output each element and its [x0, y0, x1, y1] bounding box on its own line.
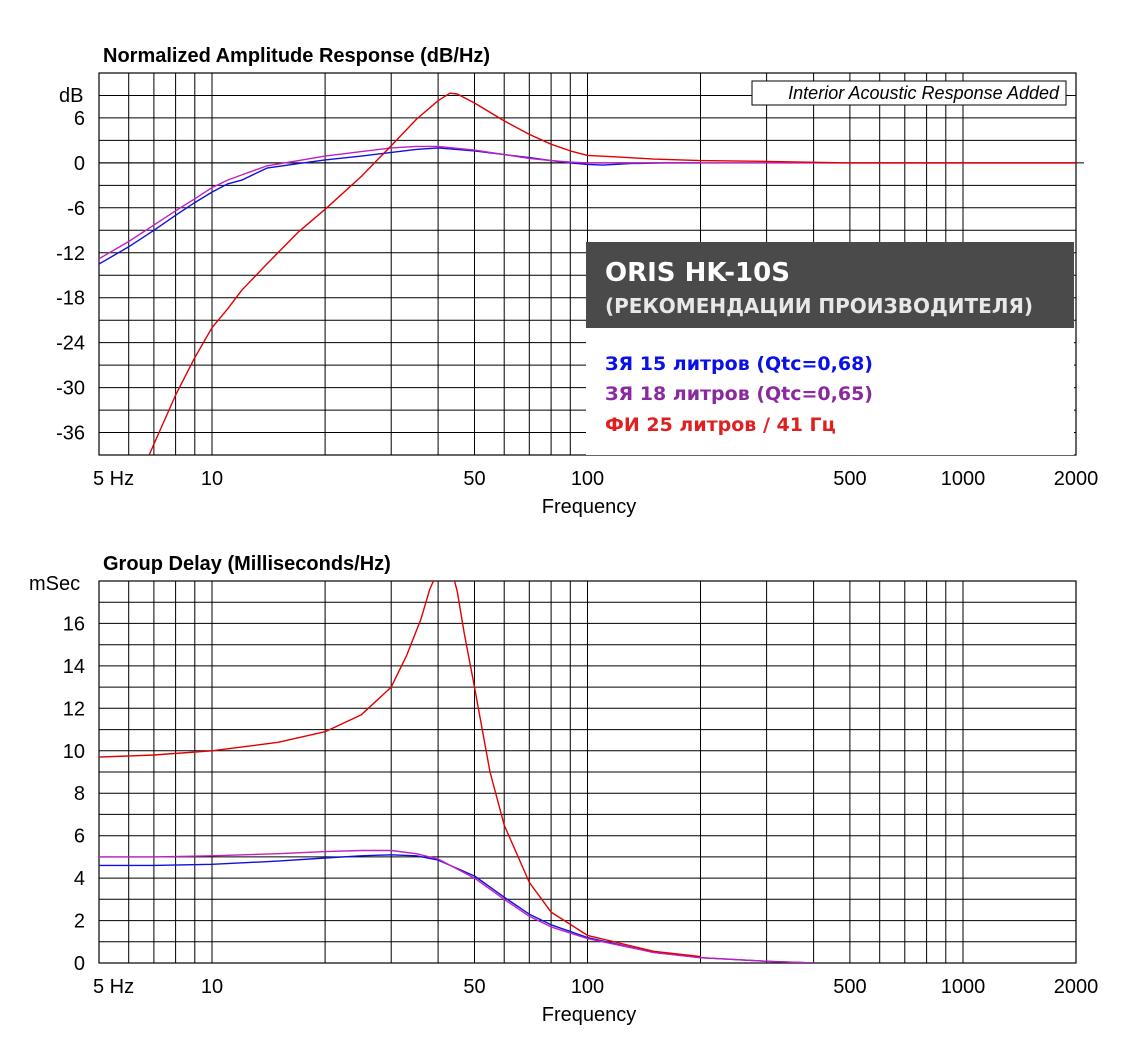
amplitude-y-tick-label: -12 — [56, 243, 85, 265]
group-delay-plot-frame — [98, 580, 1077, 964]
amplitude-x-tick-label: 2000 — [1054, 468, 1099, 490]
group-delay-y-tick-label: 2 — [74, 911, 85, 933]
group-delay-y-tick-label: 14 — [63, 656, 85, 678]
group-delay-chart: Group Delay (Milliseconds/Hz) mSec 16141… — [29, 553, 1098, 1026]
group-delay-y-ticks: 16 14 12 10 8 6 4 2 0 — [63, 613, 85, 975]
amplitude-x-tick-label: 500 — [833, 468, 866, 490]
group-delay-x-tick-label: 500 — [833, 976, 866, 998]
interior-response-annotation: Interior Acoustic Response Added — [751, 80, 1067, 106]
group-delay-y-tick-label: 12 — [63, 698, 85, 720]
group-delay-series-sealed-18l — [99, 849, 814, 963]
amplitude-series-sealed-18l — [99, 145, 1076, 260]
amplitude-x-tick-label: 1000 — [941, 468, 986, 490]
amplitude-y-tick-label: -18 — [56, 288, 85, 310]
amplitude-x-axis-label: Frequency — [542, 496, 637, 518]
group-delay-x-tick-label: 50 — [463, 976, 485, 998]
amplitude-chart-title: Normalized Amplitude Response (dB/Hz) — [103, 45, 490, 67]
legend-box: ORIS HK-10S (РЕКОМЕНДАЦИИ ПРОИЗВОДИТЕЛЯ)… — [586, 242, 1074, 455]
group-delay-y-tick-label: 8 — [74, 783, 85, 805]
legend-body-bg — [586, 328, 1074, 455]
amplitude-x-tick-label: 5 Hz — [93, 468, 134, 490]
group-delay-y-tick-label: 4 — [74, 868, 85, 890]
amplitude-y-tick-label: -24 — [56, 333, 85, 355]
legend-heading: ORIS HK-10S — [605, 258, 790, 288]
group-delay-series-group — [99, 581, 814, 963]
group-delay-x-tick-label: 2000 — [1054, 976, 1099, 998]
group-delay-x-ticks: 5 Hz 10 50 100 500 1000 2000 — [93, 976, 1098, 998]
group-delay-y-tick-label: 10 — [63, 741, 85, 763]
amplitude-y-tick-label: 0 — [74, 153, 85, 175]
group-delay-x-tick-label: 1000 — [941, 976, 986, 998]
amplitude-y-unit-label: dB — [59, 85, 83, 107]
group-delay-x-tick-label: 10 — [201, 976, 223, 998]
legend-item-sealed-18: ЗЯ 18 литров (Qtc=0,65) — [605, 383, 873, 405]
group-delay-chart-title: Group Delay (Milliseconds/Hz) — [103, 553, 391, 575]
legend-subheading: (РЕКОМЕНДАЦИИ ПРОИЗВОДИТЕЛЯ) — [605, 294, 1033, 318]
legend-item-ported-25: ФИ 25 литров / 41 Гц — [605, 414, 836, 436]
amplitude-x-tick-label: 100 — [571, 468, 604, 490]
amplitude-y-tick-label: -30 — [56, 378, 85, 400]
amplitude-series-sealed-15l — [99, 147, 701, 265]
amplitude-x-ticks: 5 Hz 10 50 100 500 1000 2000 — [93, 468, 1098, 490]
group-delay-y-tick-label: 6 — [74, 826, 85, 848]
group-delay-y-tick-label: 16 — [63, 613, 85, 635]
annotation-text: Interior Acoustic Response Added — [788, 83, 1060, 103]
amplitude-y-tick-label: -6 — [67, 198, 85, 220]
amplitude-y-tick-label: -36 — [56, 423, 85, 445]
amplitude-y-ticks: 6 0 -6 -12 -18 -24 -30 -36 — [56, 108, 85, 445]
amplitude-y-tick-label: 6 — [74, 108, 85, 130]
legend-header-bg — [586, 242, 1074, 328]
legend-item-sealed-15: ЗЯ 15 литров (Qtc=0,68) — [605, 353, 873, 375]
annotation-frame — [751, 80, 1067, 106]
group-delay-series-ported-25l — [99, 581, 701, 958]
amplitude-series-group — [99, 92, 1076, 455]
group-delay-series-sealed-15l — [99, 854, 814, 963]
group-delay-x-tick-label: 5 Hz — [93, 976, 134, 998]
group-delay-x-tick-label: 100 — [571, 976, 604, 998]
group-delay-x-axis-label: Frequency — [542, 1004, 637, 1026]
amplitude-series-ported-25l — [148, 92, 1076, 455]
group-delay-grid — [99, 581, 1076, 963]
amplitude-x-tick-label: 50 — [463, 468, 485, 490]
group-delay-y-unit-label: mSec — [29, 573, 80, 595]
amplitude-chart: Normalized Amplitude Response (dB/Hz) dB… — [56, 45, 1098, 518]
amplitude-x-tick-label: 10 — [201, 468, 223, 490]
group-delay-y-tick-label: 0 — [74, 953, 85, 975]
